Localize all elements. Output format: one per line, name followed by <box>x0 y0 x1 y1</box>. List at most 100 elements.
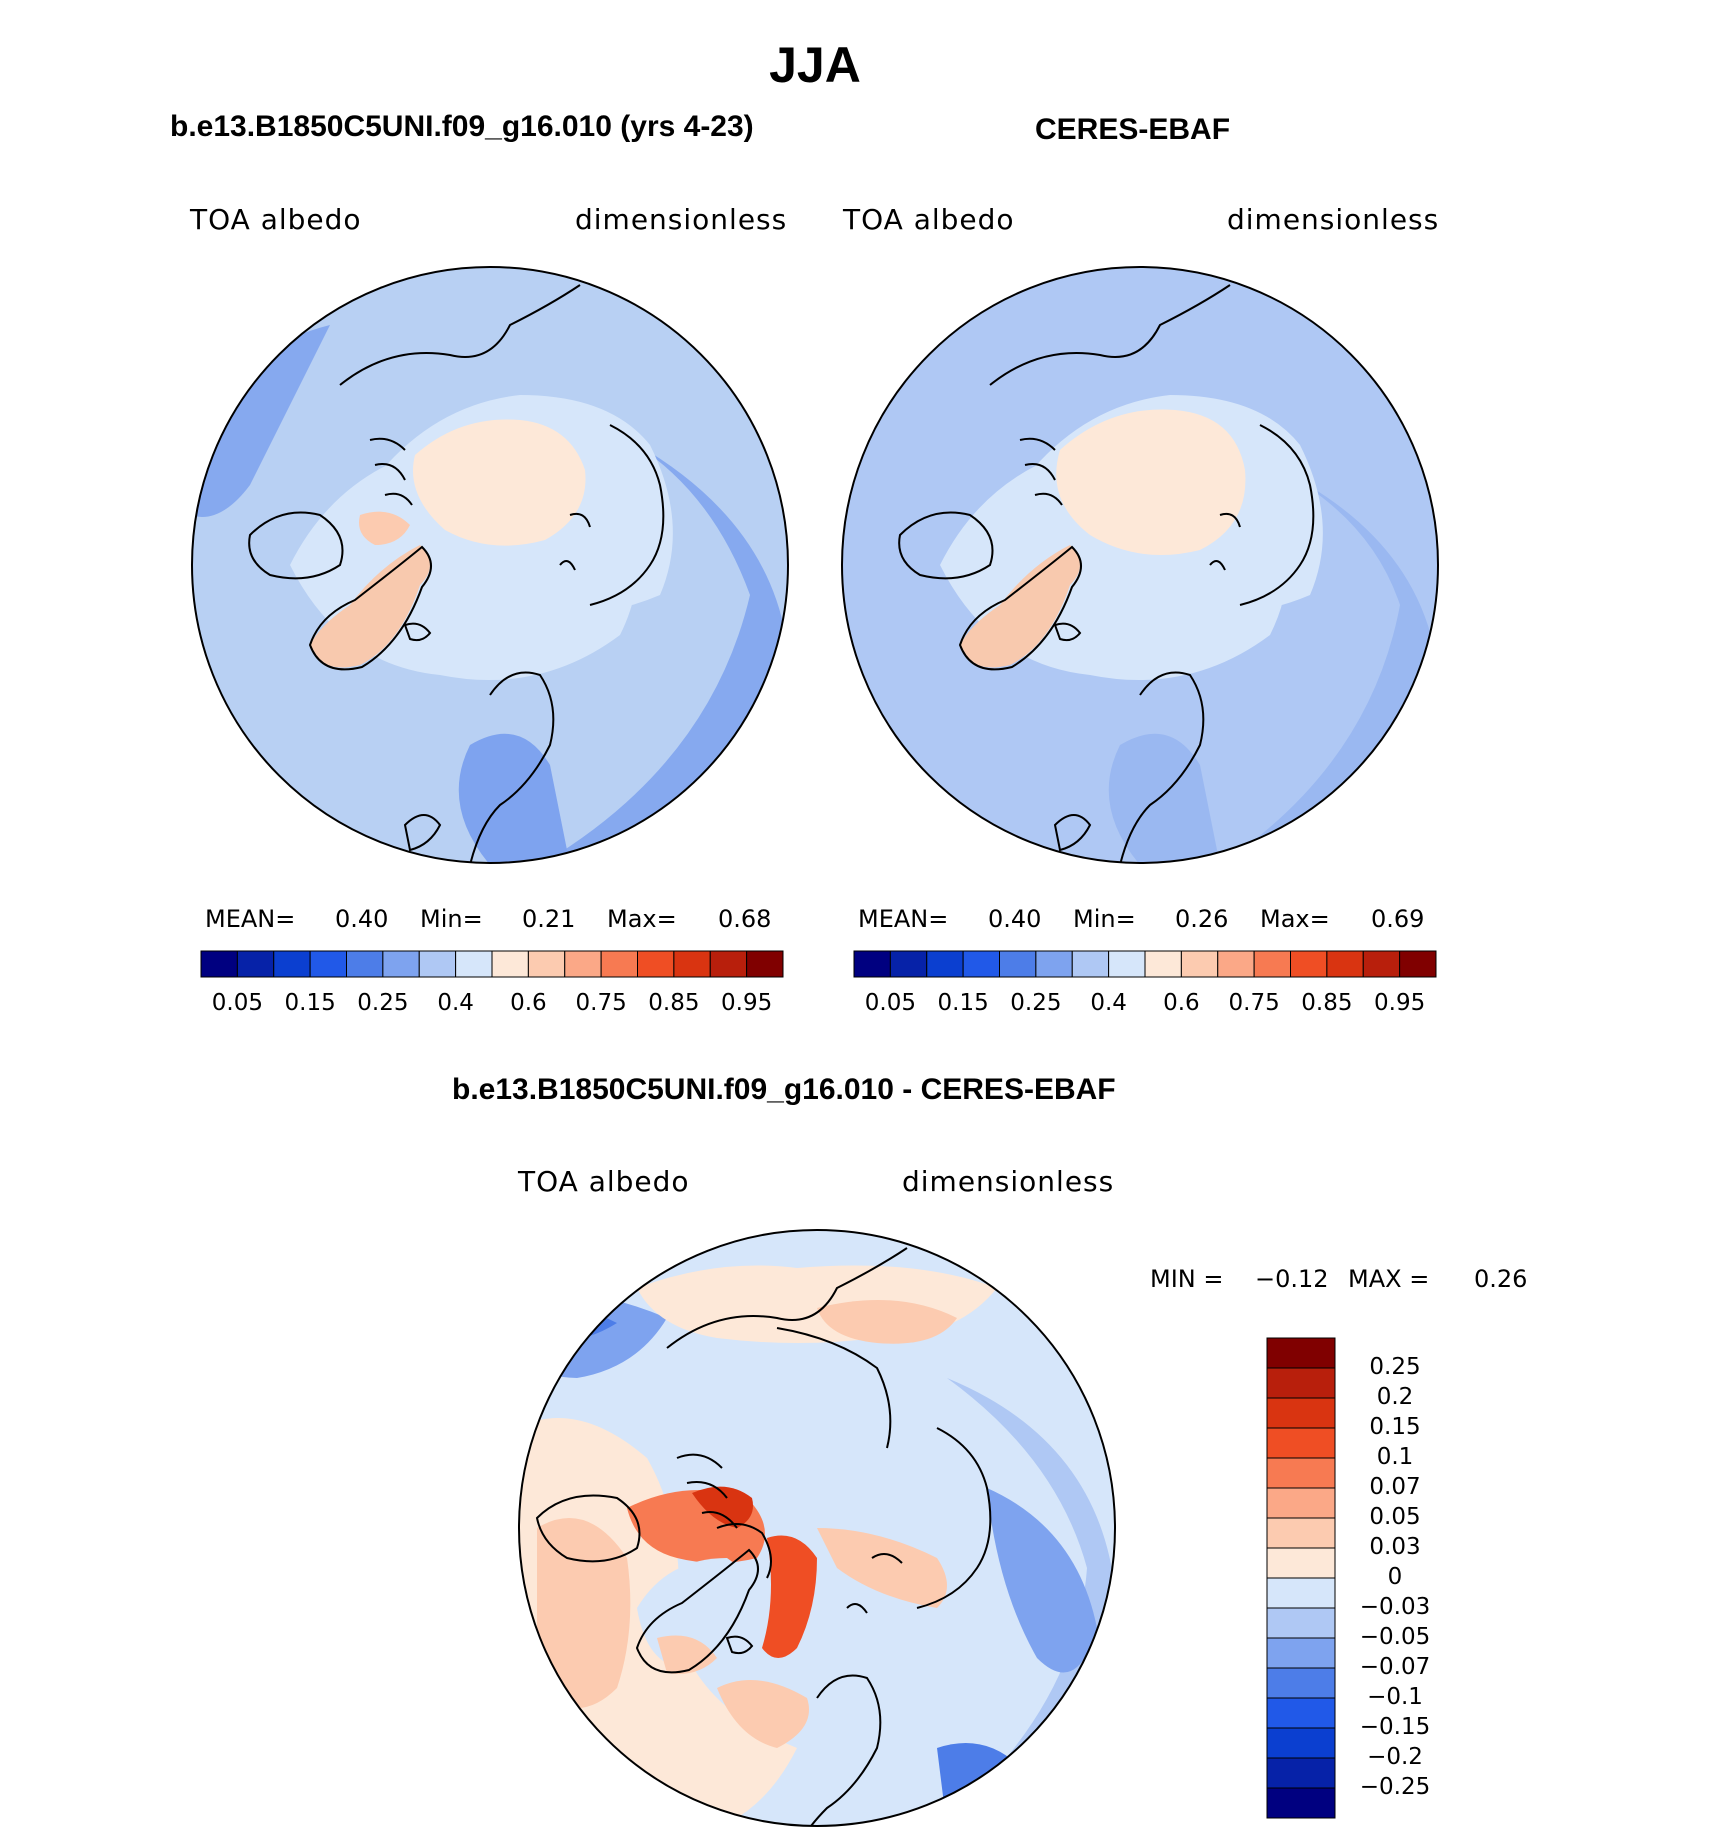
coastlines <box>535 1247 992 1826</box>
colorbar-ceres-ticks: 0.05 0.15 0.25 0.4 0.6 0.75 0.85 0.95 <box>853 990 1437 1020</box>
colorbar-difference-swatch <box>1266 1547 1336 1579</box>
colorbar-model-ticks: 0.05 0.15 0.25 0.4 0.6 0.75 0.85 0.95 <box>200 990 784 1020</box>
map-boundary <box>518 1229 1116 1827</box>
map-ceres-albedo <box>841 266 1439 864</box>
colorbar-ceres-swatch <box>962 950 1000 978</box>
colorbar-ceres-swatch <box>999 950 1037 978</box>
panel-2-title: CERES-EBAF <box>1035 113 1231 146</box>
colorbar-model-swatch <box>236 950 275 978</box>
colorbar-model-swatch <box>346 950 384 978</box>
colorbar-model-swatch <box>746 950 784 978</box>
map-boundary <box>841 266 1439 864</box>
panel-2-mean-value: 0.40 <box>988 905 1042 933</box>
colorbar-difference-ticks: 0.25 0.2 0.15 0.1 0.07 0.05 0.03 0 −0.03 −0.05 −0.… <box>1345 1337 1455 1819</box>
colorbar-ceres-tick-label: 0.85 <box>1301 990 1353 1016</box>
colorbar-ceres-swatch <box>1071 950 1110 978</box>
colorbar-ceres-tick-label: 0.75 <box>1228 990 1280 1016</box>
colorbar-difference-swatch <box>1266 1757 1336 1789</box>
colorbar-model-swatch <box>491 950 529 978</box>
diff-title: b.e13.B1850C5UNI.f09_g16.010 - CERES-EBA… <box>452 1073 1116 1106</box>
colorbar-difference-tick-label: −0.15 <box>1359 1714 1431 1740</box>
colorbar-difference-tick-label: 0.07 <box>1369 1474 1421 1500</box>
colorbar-ceres-swatch <box>1399 950 1437 978</box>
colorbar-model <box>200 950 784 978</box>
diff-max-value: 0.26 <box>1474 1265 1528 1293</box>
colorbar-difference-swatch <box>1266 1367 1336 1399</box>
diff-units: dimensionless <box>902 1165 1115 1198</box>
colorbar-ceres-tick-label: 0.4 <box>1090 990 1127 1016</box>
colorbar-difference-swatch <box>1266 1427 1336 1459</box>
colorbar-ceres-swatch <box>1217 950 1255 978</box>
figure-title: JJA <box>769 37 861 93</box>
colorbar-model-swatch <box>564 950 602 978</box>
colorbar-difference-tick-label: 0.2 <box>1376 1384 1414 1410</box>
panel-2-units: dimensionless <box>1227 203 1440 236</box>
colorbar-difference-swatch <box>1266 1787 1336 1819</box>
colorbar-model-tick-label: 0.25 <box>357 990 409 1016</box>
map-model-albedo <box>191 266 789 864</box>
panel-1-min-label: Min= <box>420 905 483 933</box>
panel-1-max-value: 0.68 <box>718 905 772 933</box>
colorbar-difference-tick-label: −0.25 <box>1359 1774 1431 1800</box>
colorbar-ceres-swatch <box>1253 950 1291 978</box>
colorbar-ceres-swatch <box>1290 950 1328 978</box>
colorbar-difference-swatch <box>1266 1517 1336 1549</box>
colorbar-model-swatch <box>673 950 711 978</box>
diff-min-value: −0.12 <box>1255 1265 1329 1293</box>
greenland-region <box>960 545 1080 668</box>
greenland-region <box>310 545 430 668</box>
colorbar-difference-swatch <box>1266 1697 1336 1729</box>
colorbar-ceres-swatch <box>1362 950 1401 978</box>
colorbar-difference-swatch <box>1266 1667 1336 1699</box>
colorbar-difference-tick-label: 0.05 <box>1369 1504 1421 1530</box>
diff-variable: TOA albedo <box>518 1165 690 1198</box>
colorbar-ceres-tick-label: 0.15 <box>937 990 989 1016</box>
colorbar-model-tick-label: 0.4 <box>437 990 474 1016</box>
colorbar-ceres-swatch <box>1144 950 1182 978</box>
panel-1-variable: TOA albedo <box>190 203 362 236</box>
colorbar-model-swatch <box>418 950 457 978</box>
colorbar-model-swatch <box>309 950 347 978</box>
colorbar-model-swatch <box>600 950 638 978</box>
colorbar-ceres-tick-label: 0.25 <box>1010 990 1062 1016</box>
colorbar-model-swatch <box>200 950 238 978</box>
colorbar-ceres <box>853 950 1437 978</box>
colorbar-difference-swatch <box>1266 1337 1336 1369</box>
colorbar-ceres-tick-label: 0.6 <box>1163 990 1200 1016</box>
colorbar-difference-swatch <box>1266 1607 1336 1639</box>
panel-2-min-value: 0.26 <box>1175 905 1229 933</box>
colorbar-difference-tick-label: 0.25 <box>1369 1354 1421 1380</box>
colorbar-model-swatch <box>455 950 493 978</box>
panel-1-title: b.e13.B1850C5UNI.f09_g16.010 (yrs 4-23) <box>170 110 754 143</box>
panel-1-min-value: 0.21 <box>522 905 576 933</box>
colorbar-difference-tick-label: 0.1 <box>1376 1444 1414 1470</box>
colorbar-difference-tick-label: −0.2 <box>1367 1744 1423 1770</box>
panel-2-mean-label: MEAN= <box>858 905 949 933</box>
map-difference <box>518 1229 1116 1827</box>
colorbar-model-swatch <box>527 950 566 978</box>
colorbar-model-tick-label: 0.05 <box>211 990 263 1016</box>
panel-1-max-label: Max= <box>607 905 677 933</box>
colorbar-ceres-swatch <box>926 950 964 978</box>
colorbar-ceres-swatch <box>1108 950 1146 978</box>
colorbar-model-tick-label: 0.15 <box>284 990 336 1016</box>
colorbar-difference-swatch <box>1266 1457 1336 1489</box>
panel-2-variable: TOA albedo <box>843 203 1015 236</box>
diff-max-label: MAX = <box>1348 1265 1430 1293</box>
colorbar-difference-swatch <box>1266 1577 1336 1609</box>
colorbar-difference-swatch <box>1266 1637 1336 1669</box>
colorbar-model-swatch <box>273 950 311 978</box>
sea-ice-region <box>1056 409 1246 555</box>
colorbar-difference-tick-label: −0.1 <box>1367 1684 1423 1710</box>
colorbar-difference-swatch <box>1266 1397 1336 1429</box>
colorbar-difference-tick-label: 0 <box>1387 1564 1403 1590</box>
colorbar-model-swatch <box>709 950 748 978</box>
map-boundary <box>191 266 789 864</box>
diff-min-label: MIN = <box>1150 1265 1224 1293</box>
colorbar-difference-tick-label: −0.07 <box>1359 1654 1431 1680</box>
colorbar-model-tick-label: 0.85 <box>648 990 700 1016</box>
colorbar-difference-tick-label: −0.03 <box>1359 1594 1431 1620</box>
panel-1-mean-value: 0.40 <box>335 905 389 933</box>
panel-2-min-label: Min= <box>1073 905 1136 933</box>
colorbar-difference-tick-label: 0.15 <box>1369 1414 1421 1440</box>
